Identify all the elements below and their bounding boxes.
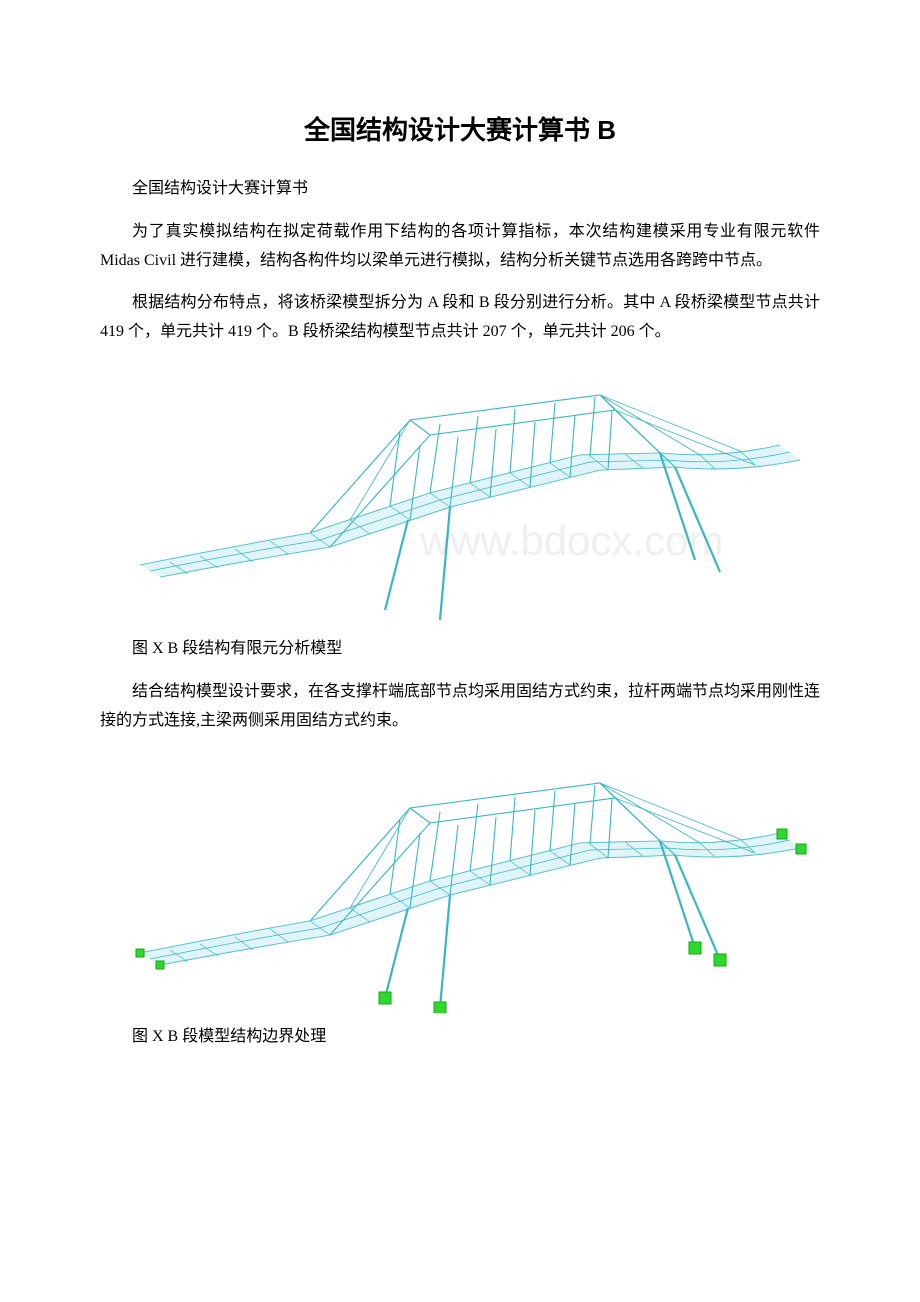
- figure-2-caption: 图 X B 段模型结构边界处理: [100, 1023, 820, 1052]
- page: 全国结构设计大赛计算书 B 全国结构设计大赛计算书 为了真实模拟结构在拟定荷载作…: [0, 0, 920, 1126]
- figure-2-bridge-boundary: [100, 753, 820, 1013]
- paragraph-1: 为了真实模拟结构在拟定荷载作用下结构的各项计算指标，本次结构建模采用专业有限元软…: [100, 218, 820, 276]
- figure-1-caption: 图 X B 段结构有限元分析模型: [100, 635, 820, 664]
- watermark-text: www.bdocx.com: [419, 517, 723, 564]
- paragraph-3: 结合结构模型设计要求，在各支撑杆端底部节点均采用固结方式约束，拉杆两端节点均采用…: [100, 678, 820, 736]
- document-title: 全国结构设计大赛计算书 B: [100, 110, 820, 147]
- subtitle-line: 全国结构设计大赛计算书: [100, 175, 820, 204]
- figure-1-bridge-model: www.bdocx.com: [100, 365, 820, 625]
- paragraph-2: 根据结构分布特点，将该桥梁模型拆分为 A 段和 B 段分别进行分析。其中 A 段…: [100, 289, 820, 347]
